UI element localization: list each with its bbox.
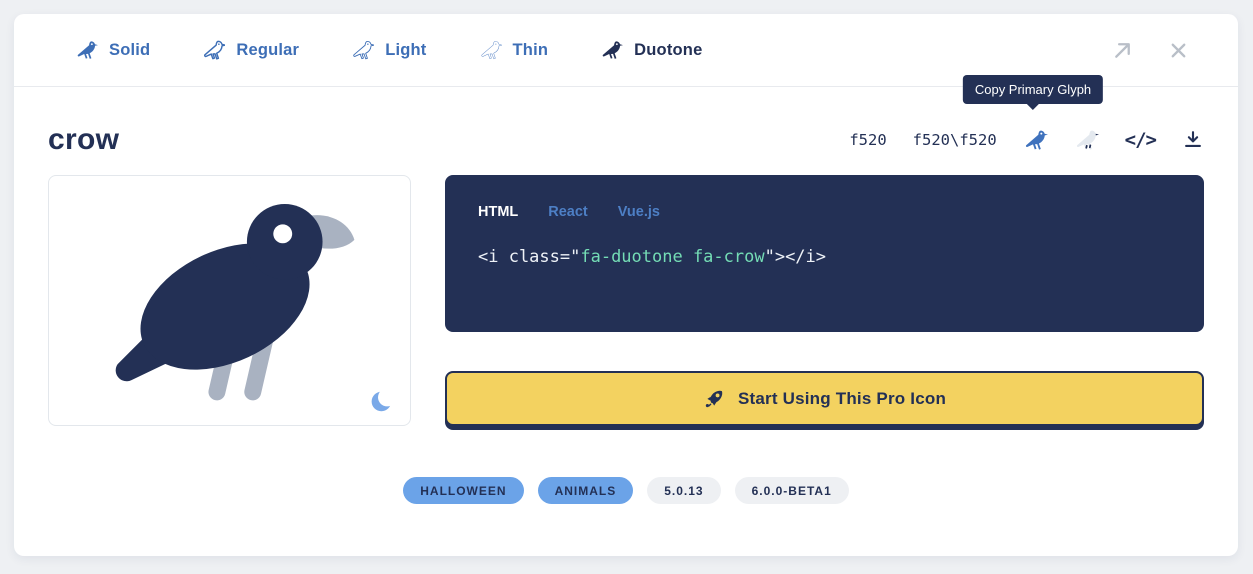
copy-unicode-button[interactable]: f520 xyxy=(849,131,887,149)
tag-version-5013[interactable]: 5.0.13 xyxy=(647,477,721,504)
cta-label: Start Using This Pro Icon xyxy=(737,388,947,408)
start-using-pro-icon-button[interactable]: Start Using This Pro Icon xyxy=(445,371,1204,426)
code-classes: fa-duotone fa-crow xyxy=(580,247,765,267)
crow-regular-icon xyxy=(202,39,225,62)
external-link-icon[interactable] xyxy=(1111,39,1134,62)
main-row: HTML React Vue.js <i class="fa-duotone f… xyxy=(48,175,1204,426)
style-tabbar: Solid Regular Light Thin Duotone xyxy=(14,14,1238,86)
icon-detail-modal: Solid Regular Light Thin Duotone Copy Pr… xyxy=(14,14,1238,556)
view-code-button[interactable]: </> xyxy=(1124,129,1157,151)
crow-preview-illustration xyxy=(115,203,354,401)
tags-row: HALLOWEEN ANIMALS 5.0.13 6.0.0-BETA1 xyxy=(14,477,1238,504)
code-prefix: <i class=" xyxy=(478,247,581,267)
crow-duotone-icon xyxy=(600,39,623,62)
download-icon xyxy=(1185,131,1201,148)
style-tab-label: Duotone xyxy=(634,40,703,59)
style-tab-light[interactable]: Light xyxy=(351,39,426,62)
tab-vuejs[interactable]: Vue.js xyxy=(617,204,660,220)
code-panel-tabs: HTML React Vue.js xyxy=(478,204,1171,220)
style-tab-label: Thin xyxy=(512,40,549,59)
code-brackets-icon: </> xyxy=(1124,129,1157,151)
page-title: crow xyxy=(48,123,120,156)
code-suffix: "></i> xyxy=(764,247,827,267)
icon-preview-card xyxy=(48,175,411,426)
crow-light-icon xyxy=(351,39,374,62)
crow-solid-icon xyxy=(75,39,98,62)
close-icon[interactable] xyxy=(1167,39,1190,62)
style-tab-label: Light xyxy=(385,40,427,59)
crow-thin-icon xyxy=(479,39,502,62)
tab-react[interactable]: React xyxy=(548,204,588,220)
crow-secondary-glyph-icon xyxy=(1074,128,1099,153)
tag-animals[interactable]: ANIMALS xyxy=(537,477,634,504)
window-actions xyxy=(1111,14,1190,86)
tag-halloween[interactable]: HALLOWEEN xyxy=(403,477,524,504)
copy-primary-glyph-tooltip: Copy Primary Glyph xyxy=(962,75,1104,110)
title-row: crow f520 f520\f520 </> xyxy=(48,116,1204,164)
style-tab-label: Solid xyxy=(109,40,151,59)
copy-secondary-glyph-button[interactable] xyxy=(1074,128,1099,153)
tab-html[interactable]: HTML xyxy=(478,204,519,220)
tabbar-divider xyxy=(14,86,1238,87)
copy-unicode-pair-button[interactable]: f520\f520 xyxy=(912,131,997,149)
download-button[interactable] xyxy=(1182,129,1204,151)
code-panel: HTML React Vue.js <i class="fa-duotone f… xyxy=(445,175,1204,332)
style-tab-label: Regular xyxy=(236,40,300,59)
style-tab-regular[interactable]: Regular xyxy=(202,39,299,62)
dark-mode-moon-icon[interactable] xyxy=(370,388,396,414)
icon-tools: f520 f520\f520 </> xyxy=(849,128,1204,153)
style-tab-solid[interactable]: Solid xyxy=(75,39,150,62)
right-column: HTML React Vue.js <i class="fa-duotone f… xyxy=(445,175,1204,426)
code-snippet[interactable]: <i class="fa-duotone fa-crow"></i> xyxy=(478,247,1171,267)
style-tab-duotone[interactable]: Duotone xyxy=(600,39,702,62)
crow-primary-glyph-icon xyxy=(1023,128,1048,153)
copy-primary-glyph-button[interactable] xyxy=(1023,128,1048,153)
rocket-icon xyxy=(705,390,723,407)
style-tab-thin[interactable]: Thin xyxy=(479,39,549,62)
tooltip-label: Copy Primary Glyph xyxy=(974,82,1092,97)
tag-version-600beta1[interactable]: 6.0.0-BETA1 xyxy=(734,477,849,504)
